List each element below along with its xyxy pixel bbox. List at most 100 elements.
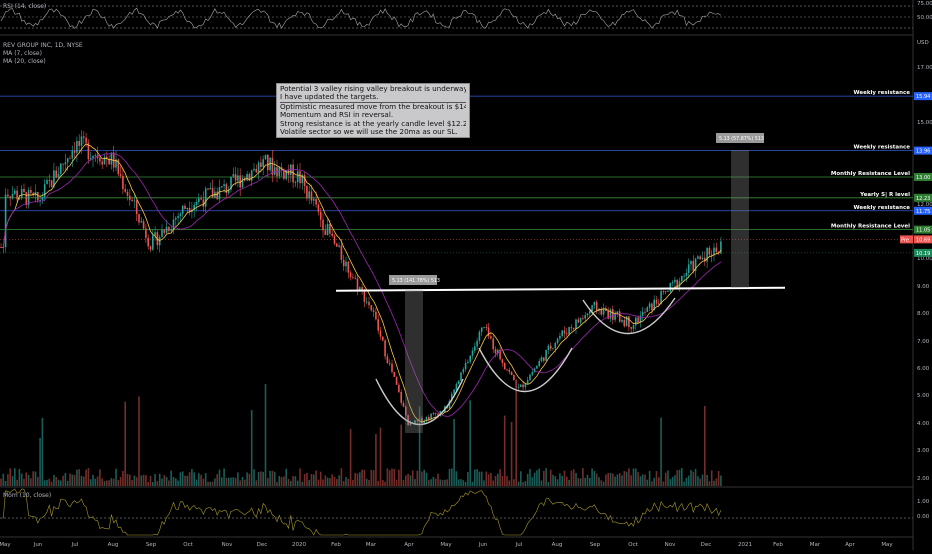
volume-bar	[545, 468, 547, 486]
volume-bar	[586, 474, 589, 486]
resistance-level-label: Weekly resistance	[854, 145, 911, 151]
candle-body	[538, 361, 540, 367]
candle-body	[83, 136, 85, 138]
neckline	[335, 286, 786, 292]
volume-bar	[43, 480, 46, 486]
volume-bar	[39, 437, 41, 486]
candle-body	[547, 345, 550, 351]
volume-bar	[290, 481, 292, 486]
candle-body	[402, 402, 405, 407]
volume-bar	[462, 480, 465, 486]
candle-body	[370, 305, 373, 311]
candle-body	[715, 247, 718, 252]
candle-body	[423, 420, 425, 423]
volume-bar	[715, 478, 718, 486]
volume-bar	[71, 474, 74, 486]
price-tick-label: 3.00	[917, 448, 930, 454]
candle-body	[122, 175, 124, 190]
candle-body	[324, 230, 327, 235]
candle-body	[524, 383, 527, 388]
analysis-note: Potential 3 valley rising valley breakou…	[276, 83, 470, 139]
volume-bar	[69, 473, 71, 486]
volume-bar	[119, 477, 122, 486]
candle-body	[637, 317, 639, 323]
volume-bar	[87, 468, 90, 486]
volume-bar	[25, 472, 28, 486]
volume-bar	[674, 475, 676, 486]
volume-bar	[444, 479, 446, 486]
volume-bar	[202, 478, 205, 486]
candle-body	[145, 228, 147, 238]
candle-body	[694, 258, 697, 272]
ma7-line	[0, 143, 722, 423]
volume-bar	[524, 481, 527, 486]
volume-bar	[607, 473, 609, 486]
volume-bar	[156, 481, 159, 486]
ma20-line	[0, 153, 722, 417]
time-tick-label: Aug	[552, 542, 563, 548]
candle-body	[131, 199, 133, 201]
candle-body	[660, 291, 662, 305]
volume-bar	[616, 474, 619, 486]
volume-bar	[543, 470, 545, 486]
volume-bar	[701, 474, 704, 486]
candle-body	[299, 171, 301, 184]
volume-bar	[303, 474, 306, 486]
volume-bar	[625, 471, 628, 486]
volume-bar	[326, 477, 329, 486]
volume-bar	[469, 400, 471, 486]
volume-bar	[83, 476, 85, 486]
volume-bar	[648, 470, 651, 486]
volume-bar	[653, 477, 655, 486]
volume-bar	[221, 477, 223, 486]
candle-body	[16, 190, 18, 200]
candle-body	[338, 245, 340, 247]
volume-bar	[237, 472, 239, 486]
candle-body	[704, 257, 706, 262]
candle-body	[667, 291, 669, 292]
volume-bar	[395, 479, 398, 486]
volume-bar	[547, 481, 550, 486]
candle-body	[513, 375, 515, 381]
volume-bar	[147, 481, 149, 486]
rsi-legend: RSI (14, close)	[3, 3, 47, 10]
volume-bar	[57, 479, 60, 486]
candle-body	[209, 187, 212, 190]
candle-body	[41, 197, 44, 201]
candle-body	[315, 199, 317, 205]
level-price-tag-text: 15.94	[916, 94, 930, 100]
volume-bar	[720, 475, 722, 486]
candle-body	[609, 309, 612, 319]
candle-body	[161, 229, 163, 238]
volume-bar	[232, 477, 235, 486]
volume-bar	[655, 471, 658, 486]
volume-bar	[660, 417, 662, 486]
volume-bar	[630, 475, 632, 486]
candle-body	[467, 361, 469, 363]
volume-bar	[16, 479, 18, 486]
volume-bar	[428, 480, 430, 486]
candle-body	[269, 157, 271, 171]
candle-body	[347, 261, 350, 273]
volume-bar	[103, 481, 106, 486]
candle-body	[575, 319, 577, 329]
volume-bar	[538, 468, 540, 486]
candle-body	[710, 254, 713, 256]
candle-body	[248, 174, 251, 181]
volume-bar	[340, 468, 343, 486]
volume-bar	[646, 479, 649, 486]
candle-body	[480, 327, 483, 332]
candle-body	[632, 325, 635, 329]
volume-bar	[342, 481, 345, 486]
volume-bar	[193, 472, 195, 486]
volume-bar	[306, 473, 308, 486]
candle-body	[453, 389, 455, 394]
candle-body	[372, 310, 375, 312]
volume-bar	[471, 481, 474, 486]
volume-bar	[522, 481, 524, 486]
volume-bar	[480, 471, 483, 486]
candle-body	[653, 299, 655, 311]
volume-bar	[336, 479, 338, 486]
